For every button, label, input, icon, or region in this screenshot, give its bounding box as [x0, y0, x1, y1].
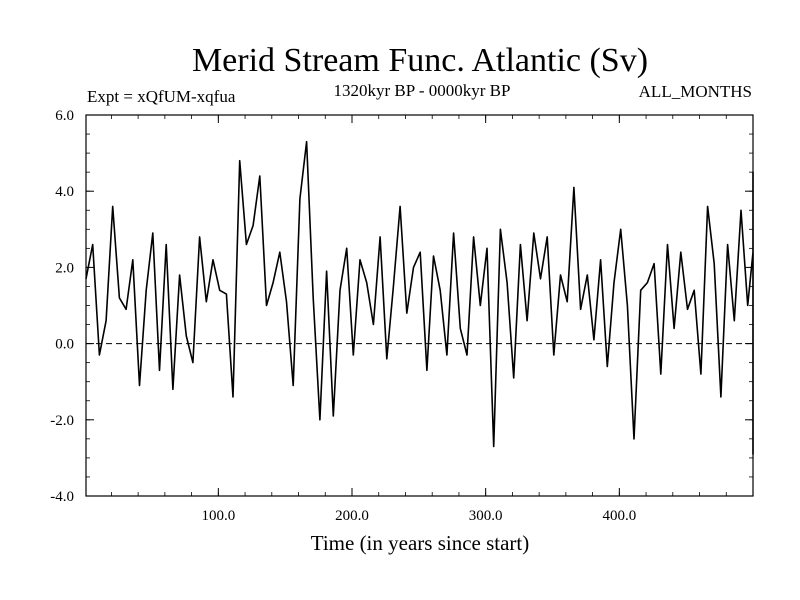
x-tick-label: 300.0	[469, 508, 503, 524]
season-label: ALL_MONTHS	[639, 82, 752, 101]
x-axis-title: Time (in years since start)	[311, 531, 530, 555]
x-tick-label: 100.0	[201, 508, 235, 524]
y-tick-label: 6.0	[55, 108, 74, 124]
experiment-label: Expt = xQfUM-xqfua	[87, 87, 236, 106]
period-label: 1320kyr BP - 0000kyr BP	[334, 81, 511, 100]
y-tick-label: -4.0	[50, 489, 74, 505]
y-tick-label: -2.0	[50, 413, 74, 429]
plot-area: -4.0 -2.0 0.0 2.0 4.0 6.0 100.0 200.0 300.0 400.0	[50, 108, 754, 524]
x-tick-label: 400.0	[602, 508, 636, 524]
plot-frame	[85, 114, 754, 497]
y-tick-label: 2.0	[55, 260, 74, 276]
chart-title: Merid Stream Func. Atlantic (Sv)	[192, 42, 648, 79]
y-tick-label: 0.0	[55, 337, 74, 353]
series-line	[85, 140, 754, 455]
x-tick-label: 200.0	[335, 508, 369, 524]
y-tick-label: 4.0	[55, 184, 74, 200]
